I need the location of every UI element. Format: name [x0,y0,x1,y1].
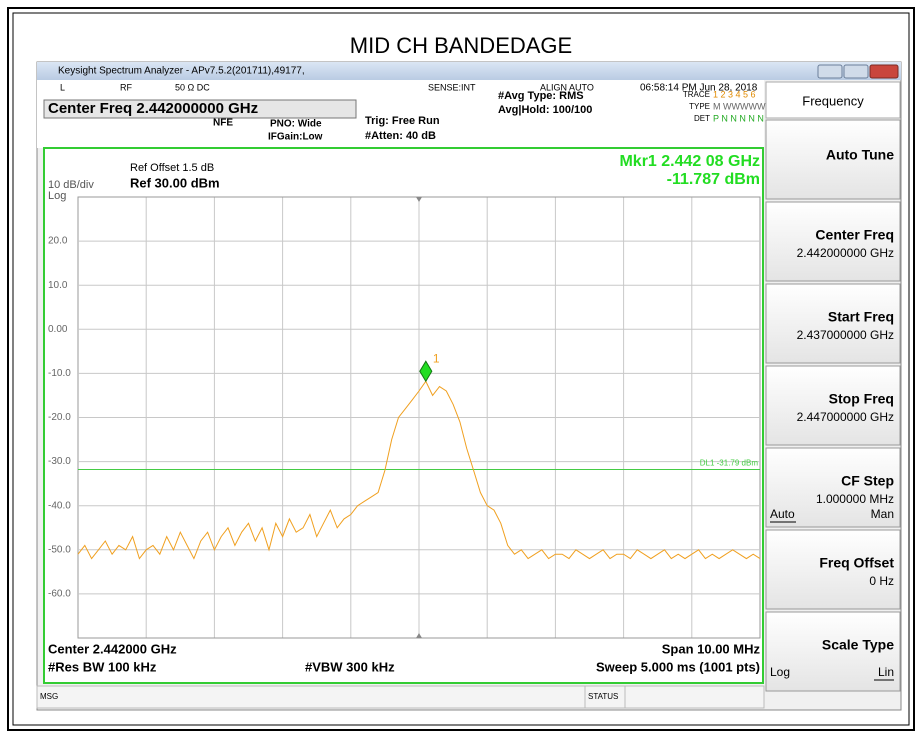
ref-offset: Ref Offset 1.5 dB [130,162,214,174]
softkey-value: 2.437000000 GHz [797,328,894,342]
softkey-label: Scale Type [822,637,894,653]
marker-readout-value: -11.787 dBm [667,171,760,188]
display-line-label: DL1 -31.79 dBm [700,459,759,468]
softkey[interactable] [765,283,901,364]
info-type-values: M WWWWW [713,101,766,111]
softkey-value: 1.000000 MHz [816,492,894,506]
info-atten: #Atten: 40 dB [365,130,436,142]
bottom-vbw: #VBW 300 kHz [305,659,395,674]
scale-type: Log [48,190,66,202]
info-align: ALIGN AUTO [540,82,594,92]
y-tick-label: -20.0 [48,412,71,423]
bottom-rbw: #Res BW 100 kHz [48,659,157,674]
info-impedance: 50 Ω DC [175,82,210,92]
info-trace-label: TRACE [683,90,710,99]
info-trig: Trig: Free Run [365,115,440,127]
panel-header [765,81,901,119]
softkey-label: Auto Tune [826,147,894,163]
softkey[interactable] [765,529,901,610]
status-msg: MSG [40,692,58,701]
y-tick-label: -10.0 [48,368,71,379]
info-rf: RF [120,82,132,92]
graph-frame [43,147,764,684]
y-tick-label: -30.0 [48,456,71,467]
info-avg-hold: Avg|Hold: 100/100 [498,104,592,116]
bottom-span: Span 10.00 MHz [662,641,761,656]
softkey-value: 0 Hz [869,574,894,588]
marker [419,360,433,383]
ref-level: Ref 30.00 dBm [130,175,220,190]
scale: 10 dB/div [48,179,94,191]
y-tick-label: -50.0 [48,544,71,555]
softkey[interactable] [765,201,901,282]
close-button[interactable] [869,64,899,79]
minimize-button[interactable] [817,64,843,79]
softkey-option-left: Log [770,665,790,679]
maximize-button[interactable] [843,64,869,79]
info-center: Center Freq 2.442000000 GHz [48,100,258,117]
info-avg-type: #Avg Type: RMS [498,90,584,102]
y-tick-label: 20.0 [48,236,68,247]
status-bar [36,685,765,709]
info-sense: SENSE:INT [428,82,476,92]
panel-header-label: Frequency [802,93,864,108]
bottom-sweep: Sweep 5.000 ms (1001 pts) [596,659,760,674]
softkey-label: Center Freq [815,227,894,243]
outer-frame [7,7,915,731]
page-title: MID CH BANDEDAGE [350,33,572,58]
bottom-center: Center 2.442000 GHz [48,641,177,656]
softkey-option-left: Auto [770,507,795,521]
y-tick-label: 0.00 [48,324,68,335]
softkey-label: CF Step [841,473,894,489]
marker-readout: Mkr1 2.442 08 GHz [619,153,760,170]
inner-frame [12,12,910,726]
softkey-label: Start Freq [828,309,894,325]
status-status: STATUS [588,692,618,701]
info-type-label: TYPE [689,102,710,111]
window-title: Keysight Spectrum Analyzer - APv7.5.2(20… [58,66,305,77]
y-tick-label: -40.0 [48,500,71,511]
softkey-option-right: Lin [878,665,894,679]
y-tick-label: 10.0 [48,280,68,291]
softkey-option-right: Man [871,507,894,521]
y-tick-label: -60.0 [48,589,71,600]
softkey[interactable] [765,119,901,200]
info-det-values: P N N N N N [713,113,764,123]
softkey-value: 2.447000000 GHz [797,410,894,424]
info-det-label: DET [694,114,710,123]
info-trace-values: 1 2 3 4 5 6 [713,89,756,99]
softkey-value: 2.442000000 GHz [797,246,894,260]
marker-label: 1 [433,351,440,365]
trace [77,380,761,560]
center-marker-top [416,197,422,202]
softkey[interactable] [765,611,901,692]
softkey-label: Freq Offset [819,555,894,571]
info-mode: L [60,82,65,92]
softkey[interactable] [765,365,901,446]
info-nfe: NFE [213,118,233,129]
softkey-label: Stop Freq [829,391,894,407]
title-bar [37,62,901,80]
info-time: 06:58:14 PM Jun 28, 2018 [640,83,758,94]
info-pno: PNO: Wide [270,119,322,130]
softkey[interactable] [765,447,901,528]
center-marker-bottom [416,633,422,638]
center-freq-box [43,99,357,119]
info-ifgain: IFGain:Low [268,132,323,143]
